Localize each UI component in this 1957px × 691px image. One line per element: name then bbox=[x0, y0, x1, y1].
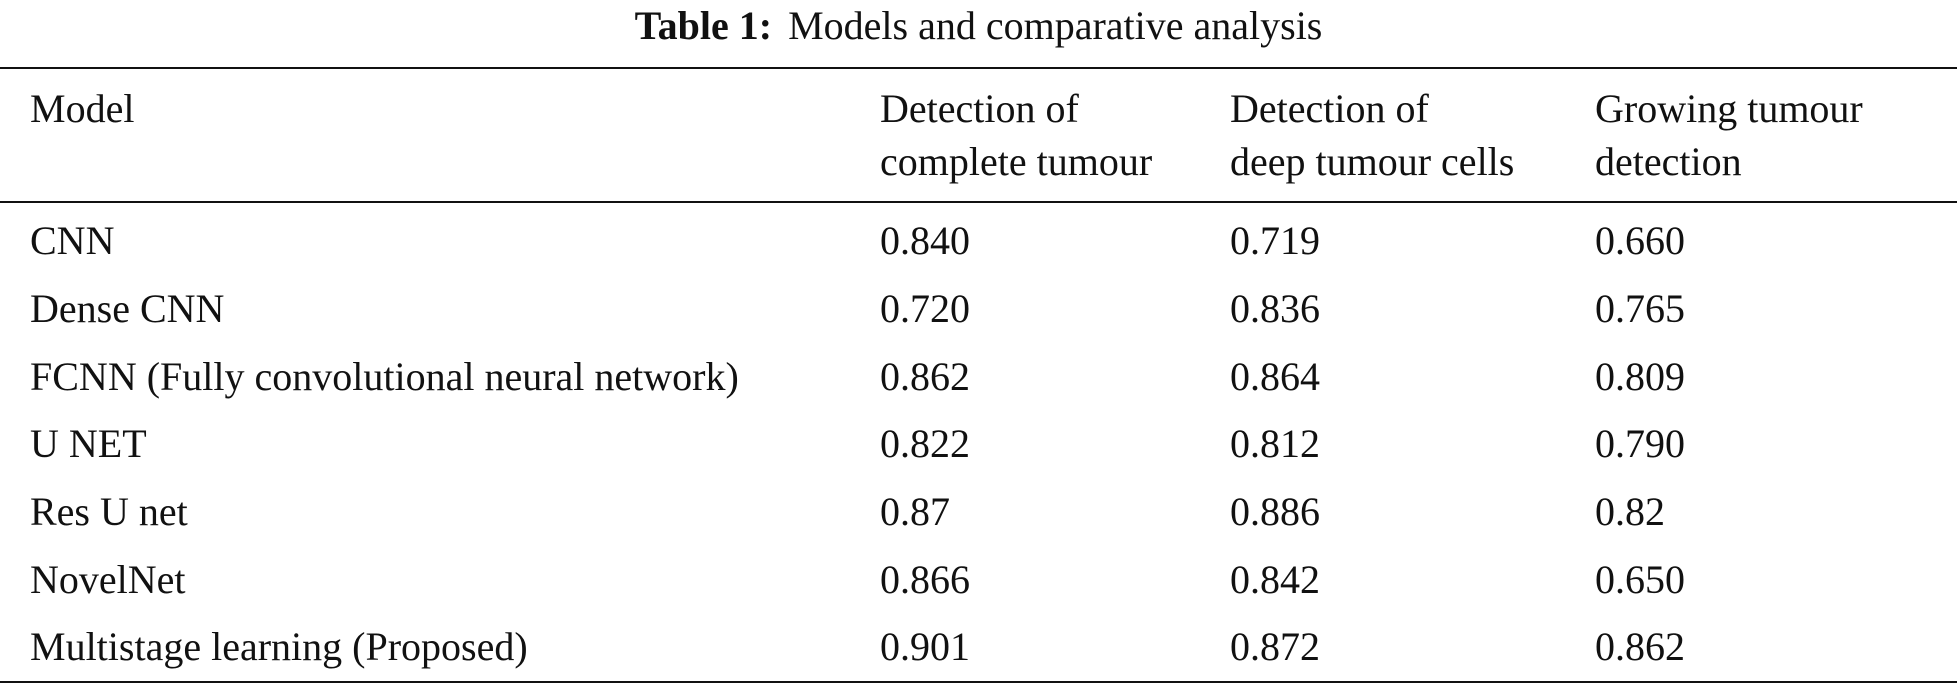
table-row: FCNN (Fully convolutional neural network… bbox=[0, 342, 1957, 410]
table-row: Res U net 0.87 0.886 0.82 bbox=[0, 478, 1957, 546]
table-caption-label: Table 1: bbox=[634, 3, 773, 48]
cell-growing-tumour: 0.82 bbox=[1595, 489, 1665, 535]
cell-growing-tumour: 0.862 bbox=[1595, 624, 1685, 670]
header-complete-tumour-line-1: Detection of bbox=[880, 86, 1079, 131]
cell-model: Dense CNN bbox=[30, 286, 225, 332]
cell-deep-tumour-cells: 0.836 bbox=[1230, 286, 1320, 332]
cell-complete-tumour: 0.720 bbox=[880, 286, 970, 332]
cell-model: FCNN (Fully convolutional neural network… bbox=[30, 353, 739, 399]
cell-growing-tumour: 0.765 bbox=[1595, 286, 1685, 332]
cell-complete-tumour: 0.87 bbox=[880, 489, 950, 535]
header-model: Model bbox=[0, 68, 880, 202]
table-row: NovelNet 0.866 0.842 0.650 bbox=[0, 545, 1957, 613]
header-growing-tumour-line-1: Growing tumour bbox=[1595, 86, 1863, 131]
table-caption-title: Models and comparative analysis bbox=[788, 3, 1323, 48]
header-complete-tumour-line-2: complete tumour bbox=[880, 139, 1153, 184]
header-growing-tumour-line-2: detection bbox=[1595, 139, 1742, 184]
table-row: CNN 0.840 0.719 0.660 bbox=[0, 202, 1957, 275]
cell-model: CNN bbox=[30, 218, 115, 264]
cell-deep-tumour-cells: 0.719 bbox=[1230, 218, 1320, 264]
comparison-table: Model Detection of complete tumour Detec… bbox=[0, 67, 1957, 683]
header-row: Model Detection of complete tumour Detec… bbox=[0, 68, 1957, 202]
cell-growing-tumour: 0.790 bbox=[1595, 421, 1685, 467]
table-row: Multistage learning (Proposed) 0.901 0.8… bbox=[0, 613, 1957, 682]
header-model-line-1: Model bbox=[30, 86, 135, 131]
cell-complete-tumour: 0.866 bbox=[880, 556, 970, 602]
header-deep-tumour-cells-line-1: Detection of bbox=[1230, 86, 1429, 131]
header-deep-tumour-cells-line-2: deep tumour cells bbox=[1230, 139, 1515, 184]
cell-model: U NET bbox=[30, 421, 147, 467]
table-row: U NET 0.822 0.812 0.790 bbox=[0, 410, 1957, 478]
cell-deep-tumour-cells: 0.872 bbox=[1230, 624, 1320, 670]
header-growing-tumour: Growing tumour detection bbox=[1595, 68, 1957, 202]
cell-deep-tumour-cells: 0.886 bbox=[1230, 489, 1320, 535]
cell-complete-tumour: 0.840 bbox=[880, 218, 970, 264]
cell-complete-tumour: 0.862 bbox=[880, 353, 970, 399]
cell-deep-tumour-cells: 0.812 bbox=[1230, 421, 1320, 467]
cell-model: Multistage learning (Proposed) bbox=[30, 624, 528, 670]
cell-complete-tumour: 0.822 bbox=[880, 421, 970, 467]
header-deep-tumour-cells: Detection of deep tumour cells bbox=[1230, 68, 1595, 202]
table-body: CNN 0.840 0.719 0.660 Dense CNN 0.720 0.… bbox=[0, 202, 1957, 682]
cell-complete-tumour: 0.901 bbox=[880, 624, 970, 670]
table-header: Model Detection of complete tumour Detec… bbox=[0, 68, 1957, 202]
cell-deep-tumour-cells: 0.864 bbox=[1230, 353, 1320, 399]
header-complete-tumour: Detection of complete tumour bbox=[880, 68, 1230, 202]
cell-growing-tumour: 0.650 bbox=[1595, 556, 1685, 602]
table-row: Dense CNN 0.720 0.836 0.765 bbox=[0, 275, 1957, 343]
table-caption: Table 1: Models and comparative analysis bbox=[0, 2, 1957, 50]
cell-model: NovelNet bbox=[30, 556, 186, 602]
cell-deep-tumour-cells: 0.842 bbox=[1230, 556, 1320, 602]
cell-growing-tumour: 0.660 bbox=[1595, 218, 1685, 264]
cell-growing-tumour: 0.809 bbox=[1595, 353, 1685, 399]
cell-model: Res U net bbox=[30, 489, 188, 535]
